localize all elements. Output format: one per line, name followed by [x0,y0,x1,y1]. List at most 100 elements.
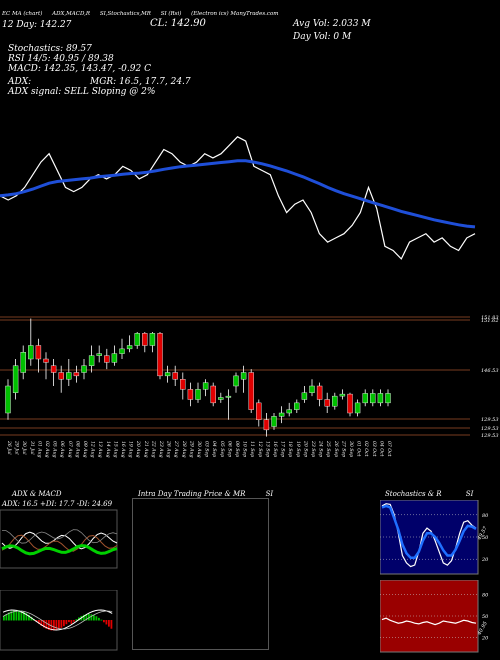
candle-body [58,372,64,380]
macd-histogram-bar [60,620,63,628]
x-tick-label: 30 Sep [348,441,354,457]
adx-signal: ADX signal: SELL Sloping @ 2% [8,87,156,97]
candle-body [96,353,102,356]
candle-body [225,395,232,398]
macd-histogram-bar [50,620,53,631]
macd-histogram-bar [35,620,38,622]
x-tick-label: 16 Aug [120,441,126,458]
x-tick-label: 07 Oct [386,441,392,457]
x-tick-label: 09 Aug [82,441,88,458]
signal-line [2,610,113,630]
x-tick-label: 02 Oct [363,441,369,457]
candle-body [104,355,110,363]
macd-histogram-bar [85,614,88,621]
x-tick-label: 15 Aug [112,441,118,458]
oscillator-tick-label: 80 [482,513,489,519]
candle-body [5,385,11,414]
candle-body [347,393,353,414]
macd-histogram-bar [70,620,73,624]
x-tick-label: 20 Aug [135,440,141,458]
x-tick-label: 30 Jul [21,441,27,455]
di-minus-line [1,534,118,552]
intraday-title-text: Intra Day Trading Price & MR [138,490,246,498]
header-item: ManyTrades.com [230,11,279,17]
rsi-readout: RSI 14/5: 40.95 / 89.38 [8,54,114,64]
macd-histogram-bar [110,620,113,629]
x-tick-label: 23 Aug [158,440,164,458]
intraday-panel [132,498,269,650]
stoch-si-text: SI [465,490,474,498]
macd-histogram-bar [75,619,78,621]
x-tick-label: 12 Sep [257,441,263,457]
x-tick-label: 26 Aug [166,440,172,458]
macd-histogram-bar [83,614,85,621]
candle-body [263,419,270,431]
candle-body [377,393,384,404]
adx-values: ADX: 16.5 +DI: 17.7 -DI: 24.69 [2,500,113,508]
macd-histogram-bar [103,620,105,623]
y-tick-label: 151.62 [481,318,499,324]
oscillator-tick-label: 80 [482,592,489,598]
candle-body [370,393,376,404]
adx-readout: ADX: [8,77,32,87]
macd-histogram-bar [25,613,28,621]
x-tick-label: 03 Sep [204,441,210,457]
x-tick-label: 28 Aug [181,440,187,458]
macd-panel [0,590,118,651]
macd-histogram-bar [58,620,60,630]
adx-macd-title: ADX & MACD [12,490,62,498]
candle-body [35,345,42,360]
candle-body [157,333,163,377]
x-tick-label: 27 Sep [340,440,346,457]
candle-body [278,412,285,417]
x-tick-label: 07 Aug [67,441,73,458]
candle-body [180,379,186,390]
x-tick-label: 13 Aug [97,441,103,458]
oscillator-tick-label: 20 [481,636,489,642]
x-tick-label: 26 Jul [6,440,12,455]
macd-histogram-bar [8,612,10,621]
candle-body [28,345,34,360]
x-tick-label: 29 Aug [188,440,194,458]
candle-body [111,353,118,363]
header-item: SI (Rsi) [160,11,182,17]
x-tick-label: 01 Oct [356,441,362,457]
x-tick-label: 27 Aug [173,440,179,458]
candle-body [126,345,133,350]
candle-body [324,399,330,407]
x-tick-label: 06 Aug [59,441,65,458]
macd-histogram-bar [63,620,65,627]
x-tick-label: 08 Aug [74,441,80,458]
candle-body [362,393,368,404]
y-tick-label: 129.53 [481,417,499,423]
x-tick-label: 23 Sep [310,440,316,457]
macd-histogram-bar [40,620,43,626]
candle-body [12,365,19,393]
oscillator-tick-label: 20 [481,557,489,563]
macd-histogram-bar [43,620,45,628]
x-tick-label: 24 Sep [318,440,324,457]
candle-body [256,402,262,420]
y-tick-label: 151.83 [481,315,499,321]
candle-body [354,402,361,414]
macd-histogram-bar [5,614,8,621]
candle-body [50,365,57,373]
macd-histogram-bar [15,610,18,621]
oscillator-tick-label: 50 [482,535,489,541]
x-tick-label: 03 Oct [371,441,377,457]
oscillator-line [381,617,477,626]
stoch-readout: Stochastics: 89.57 [8,44,92,54]
x-tick-label: 05 Aug [52,441,58,458]
y-tick-label: 146.53 [481,368,499,374]
candle-body [294,402,300,410]
y-tick-label: 129.53 [481,433,499,439]
macd-readout: MACD: 142.35, 143.47, -0.92 C [8,64,151,74]
x-tick-label: 17 Sep [280,441,286,457]
x-tick-label: 04 Oct [378,441,384,457]
x-tick-label: 05 Sep [219,441,225,457]
candle-body [309,385,315,393]
macd-histogram-bar [3,616,5,621]
header-item: SI,Stochastics,MR [99,11,151,17]
